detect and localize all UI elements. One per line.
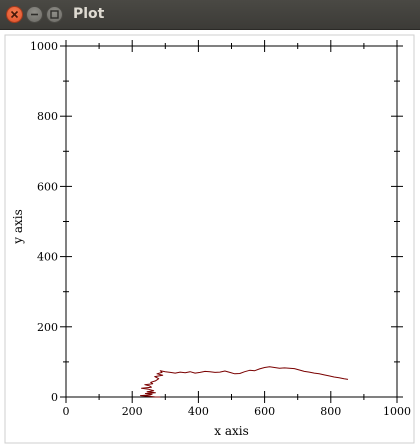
window-title: Plot <box>73 6 105 22</box>
y-tick-label: 400 <box>37 251 58 264</box>
y-tick-label: 0 <box>51 391 58 404</box>
minimize-icon <box>31 13 38 16</box>
x-tick-label: 0 <box>63 405 70 418</box>
x-tick-label: 200 <box>122 405 143 418</box>
plot-canvas-area <box>0 30 420 448</box>
title-bar[interactable]: Plot <box>0 0 420 30</box>
y-axis-label: y axis <box>11 209 25 245</box>
close-button[interactable] <box>6 6 23 23</box>
plot-frame <box>65 45 398 398</box>
close-icon <box>10 10 19 19</box>
x-tick-label: 400 <box>188 405 209 418</box>
x-tick-label: 1000 <box>383 405 411 418</box>
axis-ticks <box>60 40 403 403</box>
maximize-icon <box>50 10 59 19</box>
x-axis-label: x axis <box>214 424 249 438</box>
x-tick-label: 800 <box>320 405 341 418</box>
series-line-0 <box>140 366 349 398</box>
data-series <box>140 366 349 398</box>
line-plot: 0 200 400 600 800 1000 0 200 400 600 800 1000 x axi… <box>4 34 415 444</box>
y-tick-label: 200 <box>37 321 58 334</box>
y-tick-label: 800 <box>37 110 58 123</box>
y-tick-label: 1000 <box>30 40 58 53</box>
y-tick-label: 600 <box>37 180 58 193</box>
maximize-button[interactable] <box>46 6 63 23</box>
x-tick-label: 600 <box>254 405 275 418</box>
minimize-button[interactable] <box>26 6 43 23</box>
axis-tick-labels: 0 200 400 600 800 1000 0 200 400 600 800 1000 <box>30 40 411 418</box>
canvas-border <box>4 34 415 444</box>
